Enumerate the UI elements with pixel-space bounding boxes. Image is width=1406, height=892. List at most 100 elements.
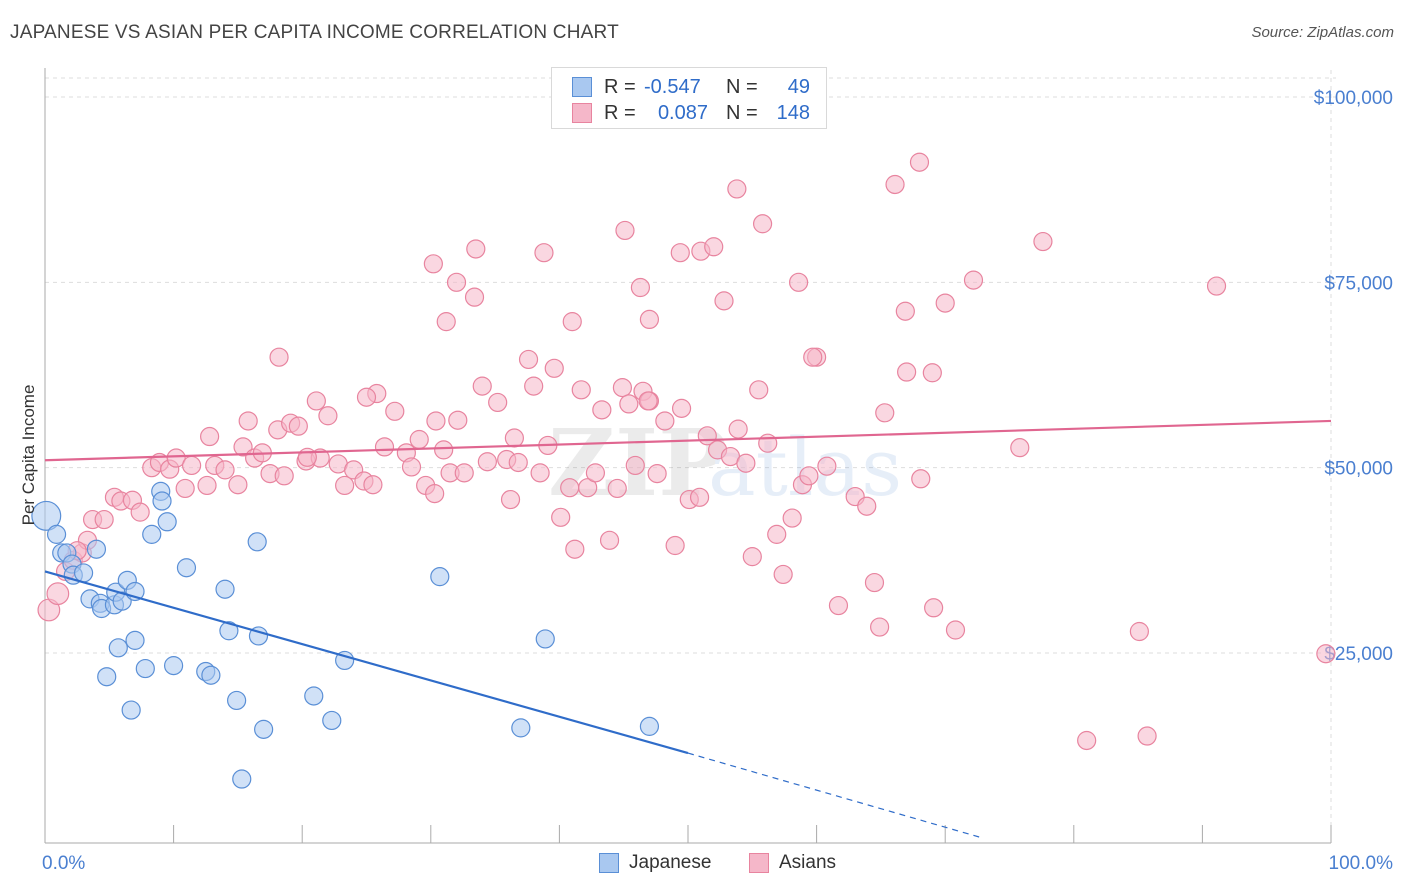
japanese-trendline-extension [687,752,984,839]
japanese-point [215,579,235,599]
asians-point [466,239,486,259]
asians-point [749,380,769,400]
asians-point [767,524,787,544]
asians-point [638,391,658,411]
asians-point [274,466,294,486]
asians-point [182,455,202,476]
japanese-point [322,710,342,731]
japanese-point [31,500,62,531]
stats-legend: R = -0.547 N = 49 R = 0.087 N = 148 [551,67,827,129]
r-label: R = [604,75,636,98]
asians-point [1316,644,1336,664]
asians-point [728,419,748,439]
asians-point [1033,231,1053,252]
legend-label-asians: Asians [779,852,837,873]
japanese-point [164,656,184,676]
asians-point [306,391,326,411]
asians-point [409,429,429,450]
japanese-point [142,524,162,544]
asians-point [446,272,467,292]
japanese-point [152,491,172,511]
asians-point [228,475,248,495]
asians-point [130,502,150,522]
chart-title: JAPANESE VS ASIAN PER CAPITA INCOME CORR… [10,22,619,43]
stats-legend-row-japanese: R = -0.547 N = 49 [572,75,810,99]
asians-points [37,152,1336,751]
asians-point [885,174,905,195]
asians-point [911,469,931,489]
japanese-swatch [572,77,592,97]
asians-point [524,376,544,396]
asians-point [922,363,942,383]
asians-point [615,220,635,241]
asians-point [788,272,809,292]
y-tick-label: $50,000 [1324,459,1393,480]
asians-point [423,254,443,274]
n-label: N = [726,75,758,98]
asians-point [504,428,524,448]
legend-item-japanese: Japanese [599,852,711,874]
asians-point [518,349,539,370]
grid-layer [45,70,1336,843]
japanese-point [97,667,117,687]
japanese-point [232,769,252,789]
asians-point [464,287,485,307]
asians-point [945,620,966,640]
asians-point [857,496,877,516]
asians-point [630,277,651,298]
asians-trendline [44,419,1332,462]
asians-point [374,437,395,457]
japanese-point [219,621,239,641]
x-tick-label-min: 0.0% [42,853,85,874]
n-value: 148 [776,101,810,124]
asians-point [488,392,508,413]
asians-point [335,475,355,496]
asians-point [963,270,984,290]
asians-point [817,456,837,476]
asians-point [671,398,692,418]
stats-legend-row-asians: R = 0.087 N = 148 [572,101,810,125]
asians-point [356,387,377,407]
chart-source: Source: ZipAtlas.com [1251,24,1394,41]
y-axis-label: Per Capita Income [19,385,38,526]
japanese-legend-swatch [599,853,619,873]
asians-point [1077,730,1097,751]
asians-point [434,440,454,460]
asians-point [454,463,474,483]
japanese-point [430,567,450,587]
asians-point [578,478,598,498]
asians-point [639,309,660,329]
japanese-point [176,558,197,578]
asians-point [619,394,639,414]
asians-point [799,466,819,486]
asians-swatch [572,103,592,123]
asians-point [625,455,645,476]
japanese-point [201,665,221,685]
asians-point [94,509,114,530]
legend-label-japanese: Japanese [629,852,712,873]
asians-point [895,301,915,321]
japanese-point [304,686,324,706]
trend-layer [44,419,1332,839]
asians-point [425,484,445,504]
asians-point [426,411,446,431]
asians-point [909,152,930,172]
asians-point [870,617,890,637]
japanese-point [227,690,247,711]
x-tick-label-max: 100.0% [1329,853,1394,874]
y-tick-label: $25,000 [1324,644,1393,665]
asians-point [1206,276,1227,296]
legend-item-asians: Asians [749,852,836,874]
asians-point [401,457,422,477]
asians-point [592,400,612,420]
japanese-point [247,532,267,552]
n-value: 49 [787,75,810,98]
japanese-point [46,524,67,544]
asians-point [508,452,528,473]
asians-point [448,410,468,430]
axis-layer: $25,000 $50,000 $75,000 $100,000 0.0% 100.0% [42,68,1393,874]
asians-point [534,243,554,263]
asians-point [288,416,308,436]
japanese-point [535,629,555,649]
